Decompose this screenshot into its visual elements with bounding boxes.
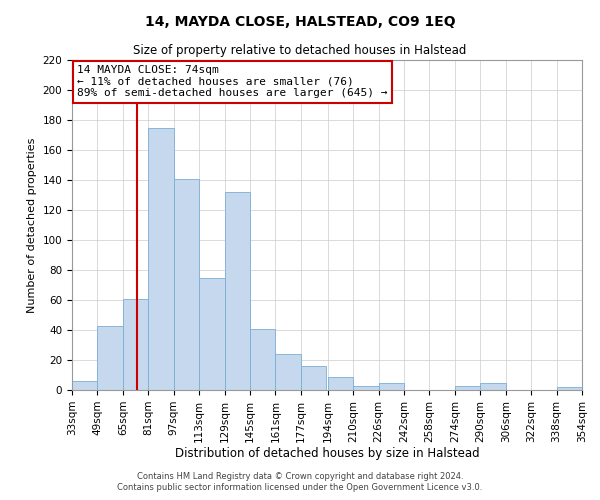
- Bar: [123, 298, 148, 390]
- Text: Size of property relative to detached houses in Halstead: Size of property relative to detached ho…: [133, 44, 467, 57]
- Bar: [275, 354, 301, 390]
- Bar: [353, 386, 379, 390]
- Text: 14, MAYDA CLOSE, HALSTEAD, CO9 1EQ: 14, MAYDA CLOSE, HALSTEAD, CO9 1EQ: [145, 15, 455, 29]
- Bar: [328, 376, 353, 390]
- Text: Contains public sector information licensed under the Open Government Licence v3: Contains public sector information licen…: [118, 484, 482, 492]
- Bar: [72, 381, 97, 390]
- Text: Contains HM Land Registry data © Crown copyright and database right 2024.: Contains HM Land Registry data © Crown c…: [137, 472, 463, 481]
- Bar: [250, 328, 275, 390]
- Bar: [557, 387, 582, 390]
- Bar: [379, 382, 404, 390]
- Bar: [97, 326, 123, 390]
- Bar: [481, 382, 506, 390]
- Bar: [301, 366, 326, 390]
- Bar: [455, 386, 481, 390]
- X-axis label: Distribution of detached houses by size in Halstead: Distribution of detached houses by size …: [175, 448, 479, 460]
- Bar: [148, 128, 173, 390]
- Text: 14 MAYDA CLOSE: 74sqm
← 11% of detached houses are smaller (76)
89% of semi-deta: 14 MAYDA CLOSE: 74sqm ← 11% of detached …: [77, 65, 388, 98]
- Bar: [224, 192, 250, 390]
- Y-axis label: Number of detached properties: Number of detached properties: [27, 138, 37, 312]
- Bar: [199, 278, 224, 390]
- Bar: [173, 178, 199, 390]
